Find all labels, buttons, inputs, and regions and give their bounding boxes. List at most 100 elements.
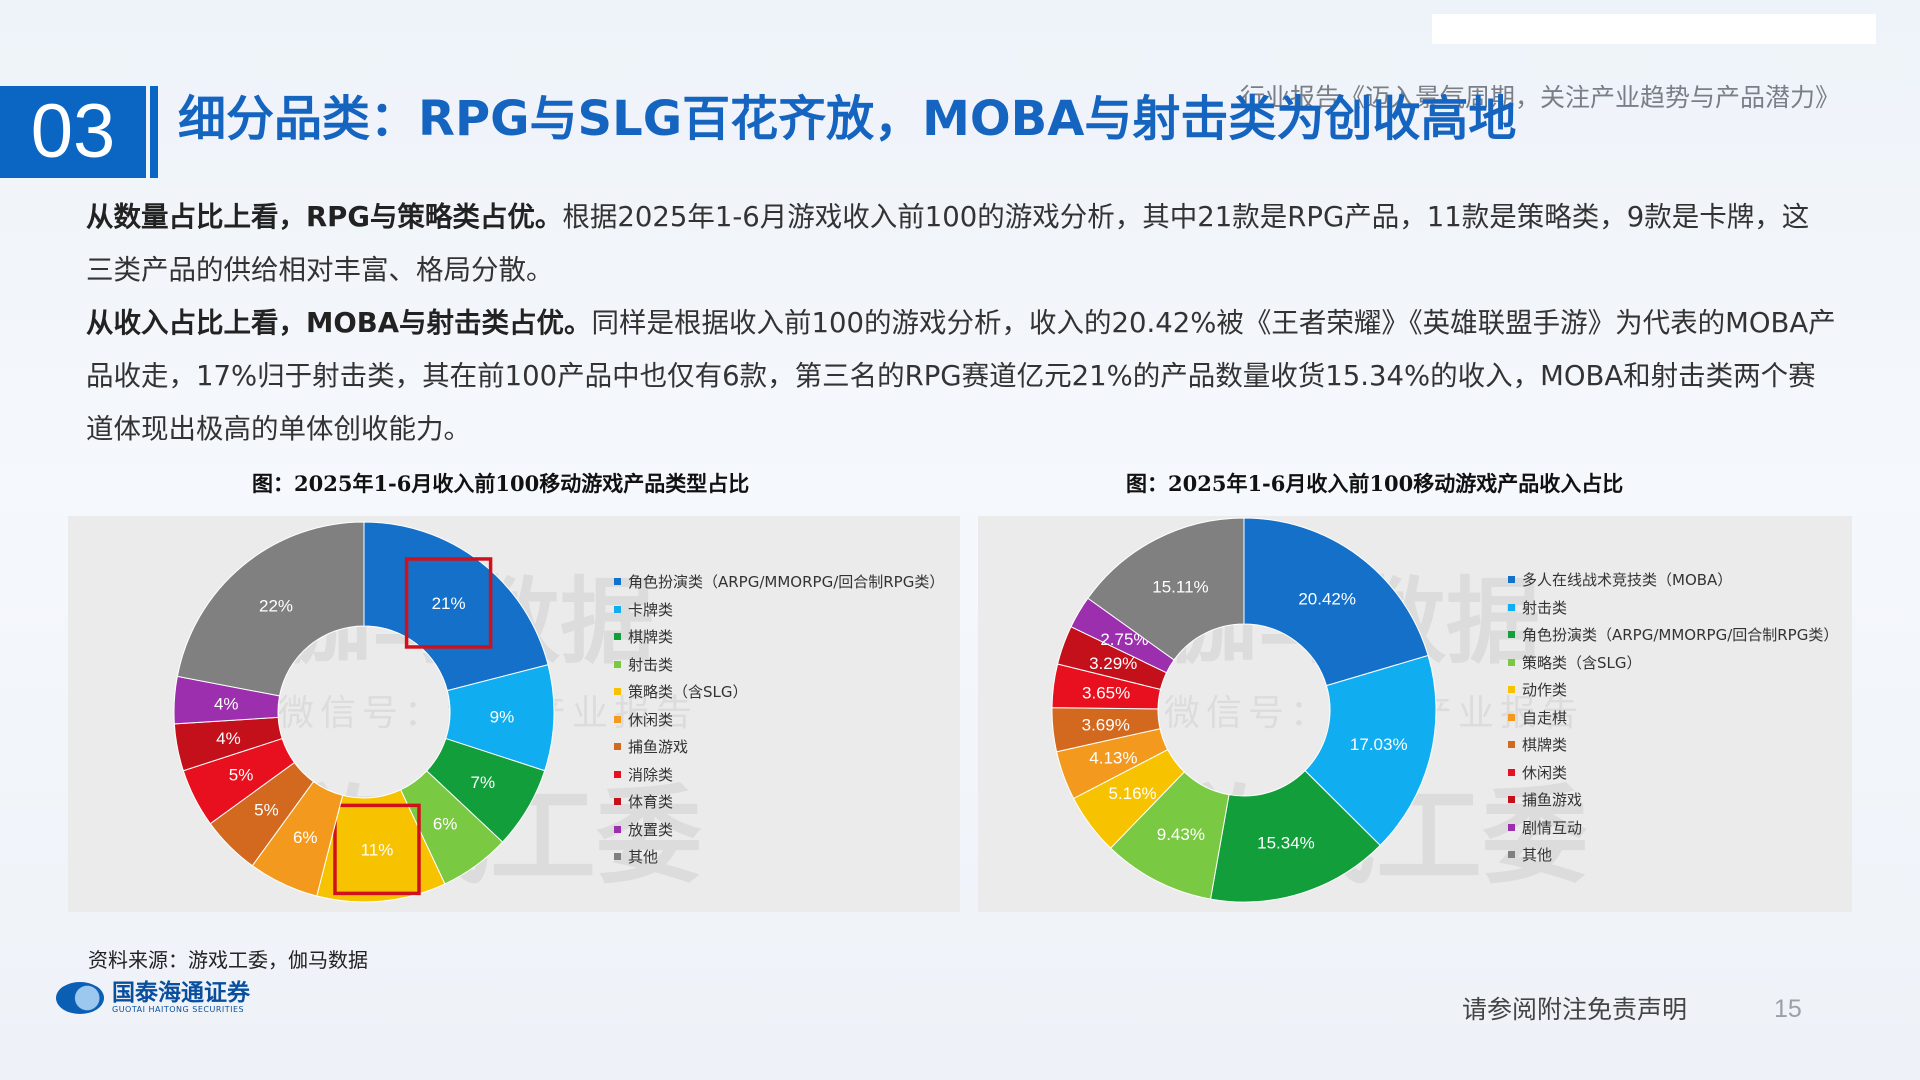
legend-swatch xyxy=(1508,631,1515,639)
legend-swatch xyxy=(1508,658,1515,666)
legend-swatch xyxy=(614,743,621,751)
slice-label-9: 2.75% xyxy=(1100,630,1148,649)
slice-2 xyxy=(1209,769,1381,903)
slice-label-3: 9.43% xyxy=(1157,825,1205,844)
legend-label: 策略类（含SLG） xyxy=(628,683,748,702)
page-number: 15 xyxy=(1774,995,1802,1023)
slice-label-3: 6% xyxy=(433,815,458,834)
legend-item: 捕鱼游戏 xyxy=(614,733,944,761)
legend-item: 消除类 xyxy=(614,761,944,789)
legend-swatch xyxy=(1508,851,1515,859)
legend-item: 动作类 xyxy=(1508,676,1838,704)
legend-item: 休闲类 xyxy=(1508,759,1838,787)
slice-label-4: 11% xyxy=(361,840,394,859)
chart-title-type-share: 图：2025年1-6月收入前100移动游戏产品类型占比 xyxy=(252,471,750,496)
legend-swatch xyxy=(1508,823,1515,831)
legend-label: 其他 xyxy=(1522,846,1553,865)
slice-1 xyxy=(1304,654,1437,847)
legend-item: 射击类 xyxy=(1508,594,1838,622)
slice-label-9: 4% xyxy=(214,694,239,713)
slice-label-8: 4% xyxy=(216,729,241,748)
logo-mark-icon xyxy=(56,982,104,1014)
legend-label: 休闲类 xyxy=(1522,763,1568,782)
slice-label-7: 3.65% xyxy=(1082,683,1130,702)
legend-label: 卡牌类 xyxy=(628,600,674,619)
legend-label: 棋牌类 xyxy=(1522,736,1568,755)
paragraph-quantity-text: 根据2025年1-6月游戏收入前100的游戏分析，其中21款是RPG产品，11款… xyxy=(86,201,1810,286)
legend-swatch xyxy=(1508,768,1515,776)
legend-label: 其他 xyxy=(628,848,659,867)
legend-label: 体育类 xyxy=(628,793,674,812)
legend-swatch xyxy=(614,715,621,723)
legend-label: 棋牌类 xyxy=(628,628,674,647)
slice-label-5: 6% xyxy=(293,828,318,847)
legend-item: 其他 xyxy=(1508,841,1838,869)
legend-item: 角色扮演类（ARPG/MMORPG/回合制RPG类） xyxy=(614,568,944,596)
legend-item: 棋牌类 xyxy=(1508,731,1838,759)
legend-item: 休闲类 xyxy=(614,706,944,734)
legend-swatch xyxy=(614,605,621,613)
section-divider xyxy=(150,86,158,178)
legend-label: 多人在线战术竞技类（MOBA） xyxy=(1522,571,1733,590)
legend-label: 捕鱼游戏 xyxy=(1522,791,1583,810)
legend-swatch xyxy=(614,798,621,806)
chart-panel-type-share: 伽马数据 微信号：游戏产业报告 游戏工委 21%9%7%6%11%6%5%5%4… xyxy=(68,516,960,912)
donut-chart-revenue-share: 20.42% 17.03% 15.34% 9.43% 5.16% 4.13% 3.69% 3.… xyxy=(1051,517,1437,903)
legend-label: 自走棋 xyxy=(1522,708,1568,727)
highlight-box-4 xyxy=(333,803,421,896)
slice-label-1: 9% xyxy=(490,707,515,726)
legend-label: 角色扮演类（ARPG/MMORPG/回合制RPG类） xyxy=(628,573,945,592)
legend-item: 剧情互动 xyxy=(1508,814,1838,842)
legend-item: 多人在线战术竞技类（MOBA） xyxy=(1508,566,1838,594)
legend-label: 放置类 xyxy=(628,820,674,839)
paragraph-revenue: 从收入占比上看，MOBA与射击类占优。同样是根据收入前100的游戏分析，收入的2… xyxy=(86,297,1836,456)
legend-swatch xyxy=(614,633,621,641)
slice-label-8: 3.29% xyxy=(1089,654,1137,673)
legend-label: 剧情互动 xyxy=(1522,818,1583,837)
legend-label: 消除类 xyxy=(628,765,674,784)
company-name-en: GUOTAI HAITONG SECURITIES xyxy=(112,1005,245,1014)
legend-swatch xyxy=(1508,576,1515,584)
legend-label: 射击类 xyxy=(628,655,674,674)
slice-label-10: 22% xyxy=(259,597,293,616)
report-title: 行业报告《迈入景气周期，关注产业趋势与产品潜力》 xyxy=(1239,83,1840,112)
legend-swatch xyxy=(1508,686,1515,694)
legend-revenue-share: 多人在线战术竞技类（MOBA） 射击类角色扮演类（ARPG/MMORPG/回合制R… xyxy=(1508,566,1838,869)
top-white-bar xyxy=(1432,14,1876,44)
disclaimer: 请参阅附注免责声明 xyxy=(1462,995,1688,1024)
logo-text: 国泰海通证券 GUOTAI HAITONG SECURITIES xyxy=(112,981,250,1015)
legend-item: 卡牌类 xyxy=(614,596,944,624)
legend-label: 捕鱼游戏 xyxy=(628,738,689,757)
slice-label-6: 5% xyxy=(254,801,279,820)
legend-item: 其他 xyxy=(614,843,944,871)
slice-label-0: 21% xyxy=(432,594,466,613)
legend-item: 放置类 xyxy=(614,816,944,844)
paragraph-revenue-text: 同样是根据收入前100的游戏分析，收入的20.42%被《王者荣耀》《英雄联盟手游… xyxy=(86,307,1836,445)
legend-item: 棋牌类 xyxy=(614,623,944,651)
legend-item: 角色扮演类（ARPG/MMORPG/回合制RPG类） xyxy=(1508,621,1838,649)
slice-label-1: 17.03% xyxy=(1350,735,1408,754)
legend-swatch xyxy=(614,825,621,833)
paragraph-revenue-lead: 从收入占比上看，MOBA与射击类占优。 xyxy=(86,307,592,339)
legend-label: 策略类（含SLG） xyxy=(1522,653,1642,672)
legend-type-share: 角色扮演类（ARPG/MMORPG/回合制RPG类） 卡牌类棋牌类射击类策略类（含… xyxy=(614,568,944,871)
slice-label-10: 15.11% xyxy=(1152,577,1208,596)
legend-item: 捕鱼游戏 xyxy=(1508,786,1838,814)
highlight-box-0 xyxy=(404,557,493,649)
slice-label-4: 5.16% xyxy=(1108,784,1156,803)
legend-swatch xyxy=(1508,713,1515,721)
legend-item: 自走棋 xyxy=(1508,704,1838,732)
legend-label: 射击类 xyxy=(1522,598,1568,617)
data-source: 资料来源：游戏工委，伽马数据 xyxy=(88,948,368,972)
paragraph-quantity-lead: 从数量占比上看，RPG与策略类占优。 xyxy=(86,201,563,233)
slice-label-6: 3.69% xyxy=(1082,715,1130,734)
legend-label: 动作类 xyxy=(1522,681,1568,700)
slide-headline: 细分品类：RPG与SLG百花齐放，MOBA与射击类为创收高地 xyxy=(178,91,1517,147)
slice-10 xyxy=(1087,517,1245,661)
company-logo: 国泰海通证券 GUOTAI HAITONG SECURITIES xyxy=(56,980,250,1016)
chart-panel-revenue-share: 伽马数据 微信号：游戏产业报告 游戏工委 20.42%17.03%15.34%9… xyxy=(978,516,1852,912)
section-number: 03 xyxy=(0,86,146,178)
legend-swatch xyxy=(614,660,621,668)
paragraph-quantity: 从数量占比上看，RPG与策略类占优。根据2025年1-6月游戏收入前100的游戏… xyxy=(86,191,1836,297)
legend-item: 策略类（含SLG） xyxy=(614,678,944,706)
